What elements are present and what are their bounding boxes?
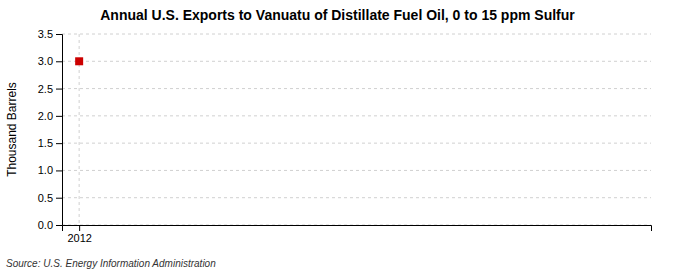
tick: 2.0 <box>38 110 62 122</box>
tick-mark <box>56 34 62 35</box>
tick-mark <box>56 89 62 90</box>
tick-label: 3.5 <box>38 28 53 40</box>
tick: 1.5 <box>38 137 62 149</box>
tick: 1.0 <box>38 164 62 176</box>
tick: 0.5 <box>38 192 62 204</box>
grid <box>62 34 651 225</box>
title: Annual U.S. Exports to Vanuatu of Distil… <box>100 7 575 23</box>
chart: 2012 0.0 0.5 1.0 1.5 2.0 2.5 3.0 3.5 Annual U.S. … <box>0 0 675 275</box>
tick-mark <box>56 61 62 62</box>
tick-mark <box>56 170 62 171</box>
tick-label: 0.0 <box>38 219 53 231</box>
tick-label: 2.0 <box>38 110 53 122</box>
plot-area: 2012 0.0 0.5 1.0 1.5 2.0 2.5 3.0 3.5 <box>38 28 652 244</box>
tick-label: 2.5 <box>38 83 53 95</box>
tick: 2012 <box>67 225 91 244</box>
tick-mark <box>56 116 62 117</box>
points <box>75 57 83 65</box>
grid-line <box>62 197 651 198</box>
tick-mark <box>56 198 62 199</box>
tick-label: 3.0 <box>38 55 53 67</box>
grid-line <box>62 143 651 144</box>
grid-line <box>62 34 651 35</box>
y-label: Thousand Barrels <box>5 82 19 177</box>
y-axis: 0.0 0.5 1.0 1.5 2.0 2.5 3.0 3.5 <box>38 28 63 231</box>
tick: 3.5 <box>38 28 62 40</box>
x-axis: 2012 <box>63 225 652 244</box>
grid-line <box>62 115 651 116</box>
tick: 3.0 <box>38 55 62 67</box>
tick-label: 1.0 <box>38 164 53 176</box>
axis-line <box>56 35 63 226</box>
tick-label: 2012 <box>67 232 91 244</box>
grid-line <box>62 61 651 62</box>
grid-line <box>62 88 651 89</box>
tick-label: 1.5 <box>38 137 53 149</box>
grid-line <box>62 170 651 171</box>
tick-label: 0.5 <box>38 192 53 204</box>
tick-mark <box>56 225 62 226</box>
tick: 0.0 <box>38 219 62 231</box>
annotation: Source: U.S. Energy Information Administ… <box>6 258 216 269</box>
point <box>75 57 83 65</box>
axis-line <box>63 226 652 232</box>
tick: 2.5 <box>38 83 62 95</box>
tick-mark <box>56 143 62 144</box>
tick-mark <box>79 225 80 231</box>
